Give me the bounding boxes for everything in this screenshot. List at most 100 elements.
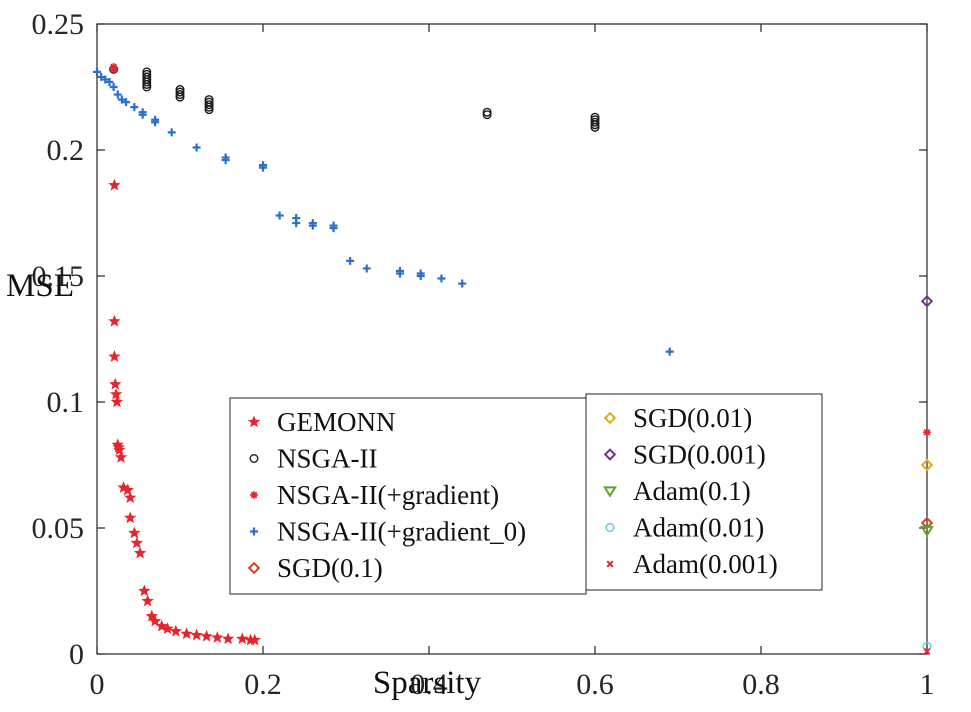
legend-label: Adam(0.01) xyxy=(633,513,764,543)
point-nsga-ii-gradient-0 xyxy=(292,219,301,228)
point-nsga-ii xyxy=(175,87,185,97)
legend-marker-adam-0-1 xyxy=(602,486,618,498)
point-gemonn xyxy=(108,178,121,191)
point-nsga-ii-gradient-0 xyxy=(437,274,446,283)
legend-right-box xyxy=(585,393,823,591)
legend-label: NSGA-II xyxy=(277,444,378,474)
point-nsga-ii xyxy=(204,105,214,115)
point-sgd-0-01 xyxy=(920,458,934,472)
legend-item: Adam(0.001) xyxy=(606,549,778,579)
x-tick-label: 1 xyxy=(920,668,935,701)
tick-labels: 0 0.2 0.4 0.6 0.8 1 0 0.05 0.1 0.15 0.2 0.25 xyxy=(32,8,935,701)
series-nsga-ii xyxy=(109,64,600,132)
point-nsga-ii-gradient-0 xyxy=(362,264,371,273)
point-nsga-ii-gradient-0 xyxy=(308,221,317,230)
point-nsga-ii xyxy=(142,79,152,89)
point-adam-0-1 xyxy=(919,525,935,538)
point-nsga-ii-gradient-0 xyxy=(138,110,147,119)
legend-marker-sgd-0-01 xyxy=(603,411,617,425)
legend-marker-adam-0-01 xyxy=(605,523,615,533)
point-gemonn xyxy=(248,633,261,646)
series-sgd-0-001 xyxy=(920,294,934,308)
point-gemonn xyxy=(169,624,183,637)
point-nsga-ii-gradient-0 xyxy=(665,347,674,356)
point-nsga-ii-gradient-0 xyxy=(93,67,101,76)
point-nsga-ii xyxy=(482,110,492,120)
point-nsga-ii xyxy=(204,100,214,110)
x-tick-label: 0.6 xyxy=(576,668,614,701)
legend-right: SGD(0.01) SGD(0.001) Adam(0.1) Adam(0.01) Ad… xyxy=(585,393,823,591)
point-nsga-ii-gradient-0 xyxy=(109,83,118,91)
point-gemonn xyxy=(138,584,151,597)
series-nsga-ii-gradient xyxy=(109,63,931,437)
legend-marker-gemonn xyxy=(247,415,261,428)
point-gemonn xyxy=(124,511,137,524)
point-nsga-ii xyxy=(175,92,185,102)
point-gemonn xyxy=(130,536,144,549)
y-tick-label: 0 xyxy=(69,638,84,671)
legend-label: NSGA-II(+gradient) xyxy=(277,480,499,510)
x-tick-label: 0 xyxy=(90,668,105,701)
point-gemonn xyxy=(145,609,158,622)
legend-label: SGD(0.01) xyxy=(633,403,752,433)
x-tick-label: 0.4 xyxy=(410,668,448,701)
point-gemonn xyxy=(200,629,213,642)
legend-label: GEMONN xyxy=(277,407,396,437)
point-gemonn xyxy=(109,387,123,400)
x-axis-label: Sparsity xyxy=(373,665,482,701)
point-gemonn xyxy=(148,614,162,627)
point-gemonn xyxy=(108,314,121,327)
point-nsga-ii-gradient-0 xyxy=(130,103,139,112)
legend-label: SGD(0.001) xyxy=(633,440,766,470)
legend-marker-nsga-ii-gradient xyxy=(250,491,258,499)
point-nsga-ii xyxy=(142,82,152,92)
point-nsga-ii xyxy=(175,90,185,100)
point-nsga-ii-gradient-0 xyxy=(416,272,425,280)
point-nsga-ii-gradient-0 xyxy=(101,75,110,84)
point-nsga-ii-gradient-0 xyxy=(329,224,338,233)
point-nsga-ii-gradient-0 xyxy=(117,95,126,104)
x-tick-label: 0.2 xyxy=(244,668,282,701)
point-sgd-0-001 xyxy=(920,294,934,308)
point-gemonn xyxy=(221,632,235,645)
x-tick-label: 0.8 xyxy=(742,668,780,701)
point-gemonn xyxy=(117,481,130,493)
point-nsga-ii-gradient-0 xyxy=(113,90,122,99)
series-sgd-0-01 xyxy=(920,458,934,472)
point-nsga-ii-gradient xyxy=(109,65,118,74)
point-nsga-ii-gradient-0 xyxy=(395,269,404,278)
point-gemonn xyxy=(180,627,193,640)
legend-marker-sgd-0-1 xyxy=(247,561,261,575)
point-nsga-ii-gradient-0 xyxy=(275,211,284,220)
legend-label: Adam(0.001) xyxy=(633,549,778,579)
point-gemonn xyxy=(113,443,126,456)
point-gemonn xyxy=(190,628,203,641)
point-gemonn xyxy=(124,491,137,504)
point-gemonn xyxy=(155,619,168,632)
point-nsga-ii-gradient-0 xyxy=(151,118,160,127)
legend-item: NSGA-II xyxy=(249,444,378,474)
legend-marker-nsga-ii-gradient-0 xyxy=(250,527,258,536)
y-axis-label: MSE xyxy=(6,268,74,304)
point-gemonn xyxy=(133,546,147,559)
point-gemonn xyxy=(236,632,249,645)
legend-item: SGD(0.01) xyxy=(603,403,752,433)
point-gemonn xyxy=(161,622,174,635)
point-nsga-ii-gradient-0 xyxy=(346,256,355,265)
legend-item: SGD(0.1) xyxy=(247,553,383,583)
point-nsga-ii xyxy=(204,102,214,112)
legend-label: Adam(0.1) xyxy=(633,476,751,506)
legend-item: GEMONN xyxy=(247,407,396,437)
point-gemonn xyxy=(128,526,141,539)
legend: GEMONN NSGA-II NSGA-II(+gradient) NSGA-II(+… xyxy=(229,393,823,595)
legend-label: NSGA-II(+gradient_0) xyxy=(277,517,526,547)
legend-left: GEMONN NSGA-II NSGA-II(+gradient) NSGA-II(+… xyxy=(229,397,587,595)
y-tick-label: 0.05 xyxy=(32,512,85,545)
point-gemonn xyxy=(109,377,122,390)
point-gemonn xyxy=(211,631,224,643)
y-tick-label: 0.15 xyxy=(32,260,85,293)
legend-item: NSGA-II(+gradient) xyxy=(250,480,499,510)
point-nsga-ii-gradient-0 xyxy=(458,279,467,288)
legend-label: SGD(0.1) xyxy=(277,553,383,583)
